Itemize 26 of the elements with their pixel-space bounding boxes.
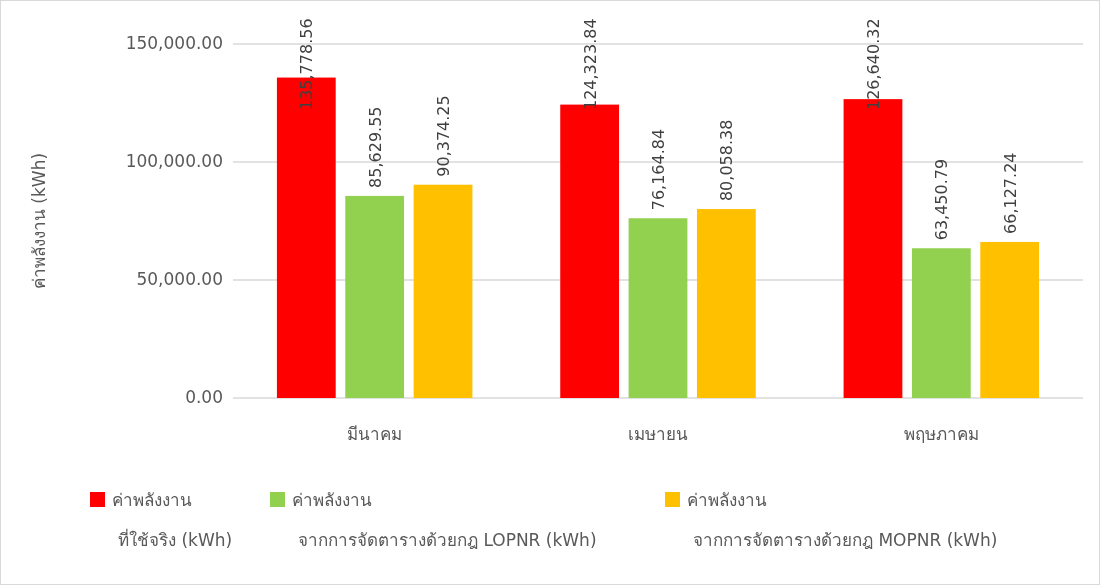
legend-label: ค่าพลังงาน จากการจัดตารางด้วยกฎ MOPNR (kWh) xyxy=(687,490,998,550)
data-label: 85,629.55 xyxy=(365,106,385,188)
y-tick-label: 0.00 xyxy=(185,387,223,407)
data-label: 66,127.24 xyxy=(1000,152,1020,234)
bar xyxy=(628,218,688,398)
bar xyxy=(911,248,971,398)
y-tick-label: 100,000.00 xyxy=(125,151,223,171)
x-tick-label: มีนาคม xyxy=(347,424,403,444)
x-tick-label: พฤษภาคม xyxy=(903,424,979,444)
data-label: 63,450.79 xyxy=(932,158,952,241)
data-label: 80,058.38 xyxy=(717,119,737,202)
data-label: 76,164.84 xyxy=(649,128,668,211)
y-tick-label: 150,000.00 xyxy=(125,33,223,53)
data-label: 90,374.25 xyxy=(434,95,454,177)
data-label: 124,323.84 xyxy=(580,18,600,110)
bar xyxy=(345,195,405,398)
y-axis-title: ค่าพลังงาน (kWh) xyxy=(29,152,49,290)
y-tick-label: 50,000.00 xyxy=(136,269,223,289)
x-tick-label: เมษายน xyxy=(628,424,688,444)
data-label: 135,778.56 xyxy=(297,18,317,110)
bar xyxy=(980,241,1040,398)
bar xyxy=(696,209,756,398)
bar xyxy=(413,184,473,398)
data-label: 126,640.32 xyxy=(863,18,883,110)
legend-label: ค่าพลังงาน จากการจัดตารางด้วยกฎ LOPNR (kWh) xyxy=(292,490,597,550)
legend-label: ค่าพลังงาน ที่ใช้จริง (kWh) xyxy=(112,490,233,550)
